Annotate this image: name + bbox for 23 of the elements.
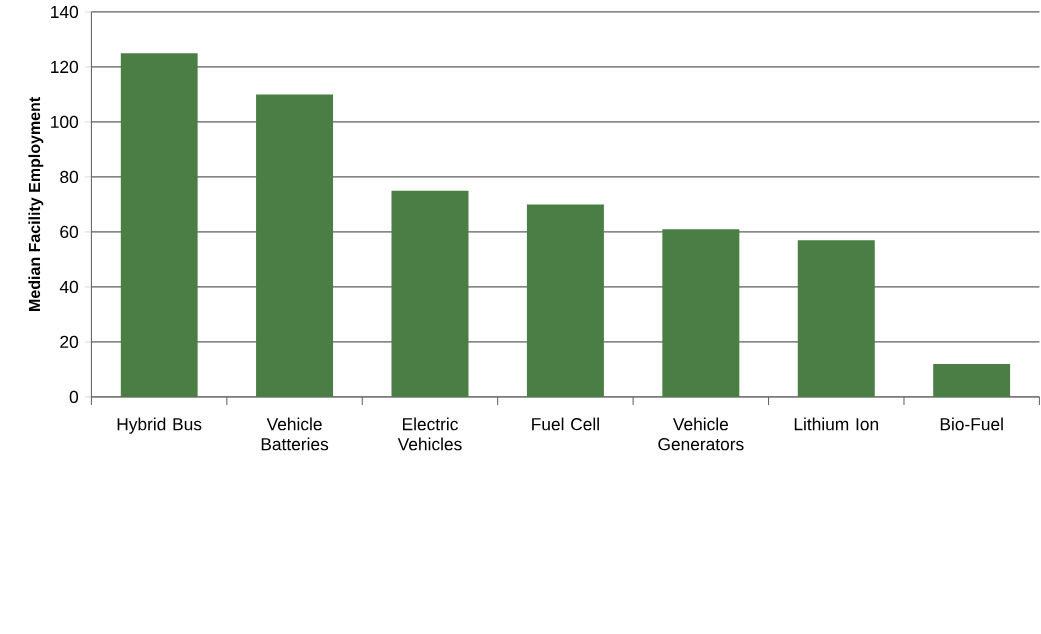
x-tick-label: Bio-Fuel [940, 417, 1003, 431]
y-tick-label: 0 [69, 390, 79, 403]
bar [797, 240, 875, 397]
x-tick-label: Vehicle Batteries [261, 417, 329, 451]
x-tick-label: Electric Vehicles [397, 417, 462, 451]
x-tick-label: Lithium Ion [794, 417, 878, 431]
bar [662, 229, 740, 397]
bar [391, 190, 469, 397]
y-tick-label: 20 [60, 335, 79, 348]
x-tick-label: Hybrid Bus [117, 417, 202, 434]
y-axis-title: Median Facility Employment [28, 96, 44, 311]
bar [120, 53, 198, 397]
y-tick-label: 100 [51, 115, 79, 128]
bar [256, 94, 334, 397]
y-tick-label: 60 [60, 225, 79, 238]
y-tick-label: 140 [51, 5, 79, 18]
y-tick-label: 40 [59, 280, 79, 293]
bar [526, 204, 604, 397]
x-tick-label: Vehicle Generators [658, 417, 744, 451]
bar [933, 363, 1011, 397]
y-tick-label: 120 [51, 60, 79, 73]
x-tick-label: Fuel Cell [532, 417, 599, 431]
y-tick-label: 80 [60, 170, 79, 183]
